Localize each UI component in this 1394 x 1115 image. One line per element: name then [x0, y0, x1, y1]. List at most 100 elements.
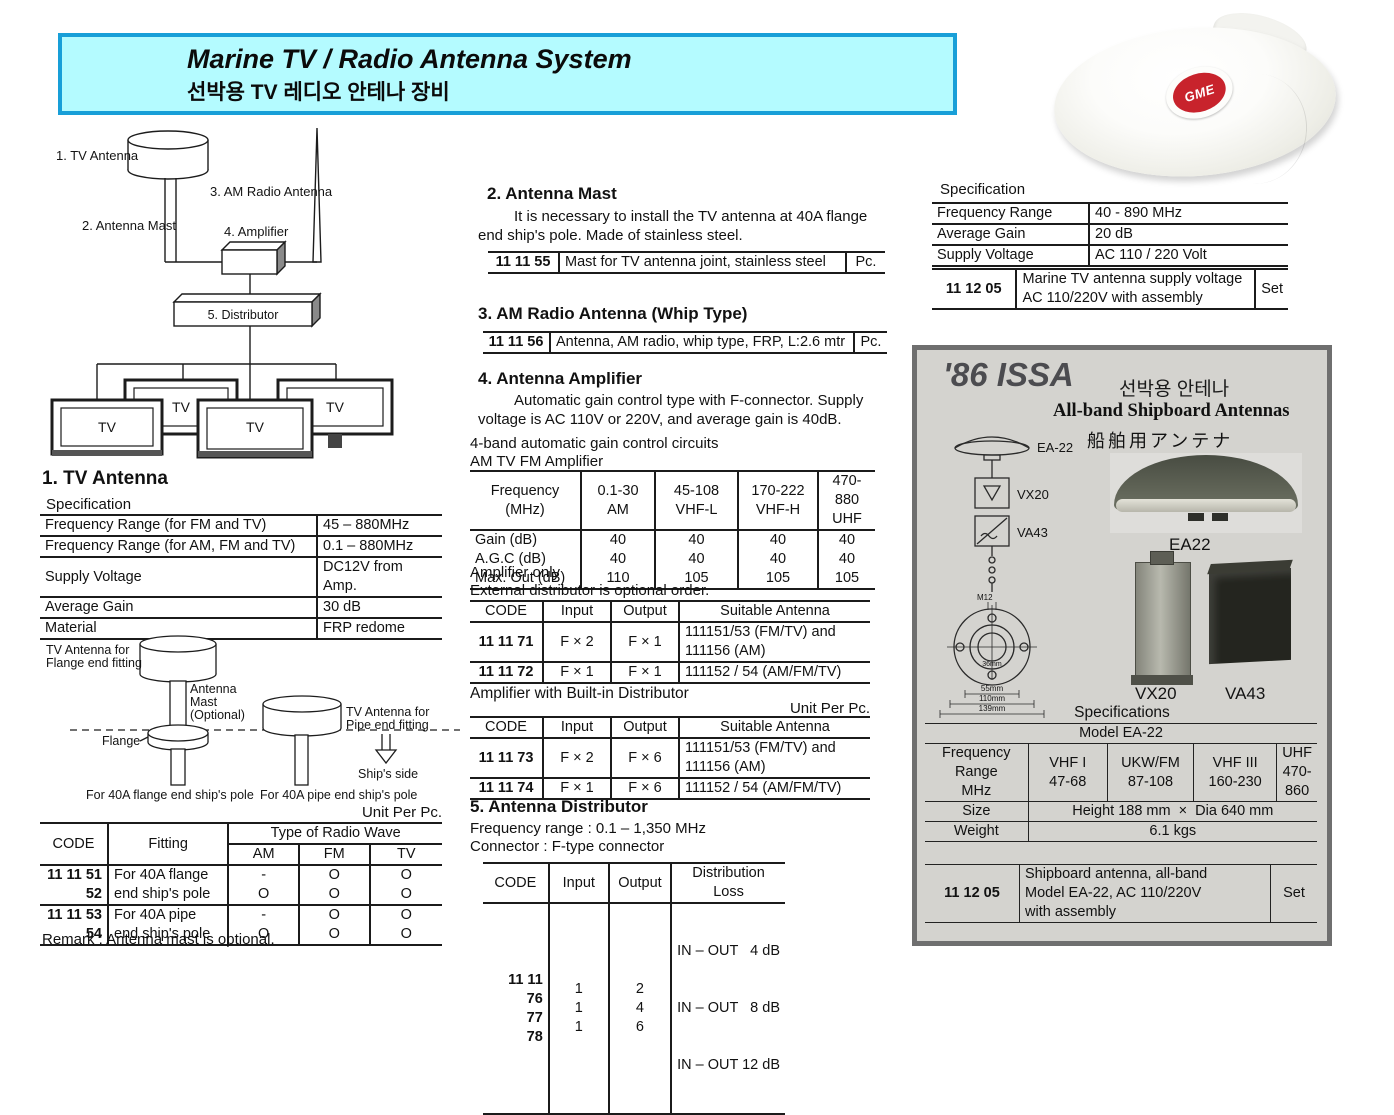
va43-photo-label: VA43 [1225, 684, 1266, 703]
description: Mast for TV antenna joint, stainless ste… [558, 251, 847, 274]
antenna: 111156 (AM) [685, 643, 766, 659]
input: F × 2 [542, 737, 612, 779]
code: 11 11 51 [47, 867, 102, 883]
output: 4 [635, 1000, 644, 1016]
fm-flag: O [328, 886, 340, 902]
spec-label: Frequency Range (for FM and TV) [40, 514, 318, 537]
description: with assembly [1025, 904, 1117, 920]
diagram-label-distributor: 5. Distributor [208, 308, 279, 322]
tv-antenna-spec-table: Frequency Range (for FM and TV) 45 – 880… [40, 514, 442, 640]
code: 54 [85, 926, 102, 942]
table-row: 11 11 76 77 78 1 1 1 2 4 6 IN – OUT 4 dB… [483, 902, 785, 1115]
fitting-diagram: TV Antenna for Flange end fitting Antenn… [46, 635, 460, 802]
table-row: 11 11 55 Mast for TV antenna joint, stai… [488, 251, 885, 274]
amplifier-shape [220, 241, 287, 251]
band-range: 170-222 [751, 482, 805, 499]
col-antenna: Suitable Antenna [678, 716, 870, 739]
ea22-spec-table: Model EA-22 Frequency Range MHz VHF I 47-… [925, 723, 1317, 842]
spec-value: 40 - 890 MHz [1088, 202, 1288, 225]
issa-title: '86 ISSA [943, 356, 1074, 393]
marine-antenna-set-table: 11 12 05 Marine TV antenna supply voltag… [932, 268, 1288, 310]
value: 105 [765, 570, 791, 586]
section1-spec-label: Specification [46, 496, 132, 513]
spec-label: Frequency Range (for AM, FM and TV) [40, 535, 318, 558]
unit-note: Unit Per Pc. [789, 700, 870, 717]
code: 11 12 05 [925, 864, 1020, 923]
band-name: VHF-H [755, 501, 801, 518]
code: 11 11 56 [483, 331, 551, 354]
am-flag: - [261, 907, 267, 923]
page-subtitle-korean: 선박용 TV 레디오 안테나 장비 [187, 81, 450, 104]
spec-value: 0.1 – 880MHz [316, 535, 442, 558]
issa-chain-diagram: EA-22 VX20 VA43 M12 36mm 55mm 110mm 139m… [939, 436, 1073, 718]
unit: Pc. [853, 331, 887, 354]
output: 2 [635, 981, 644, 997]
section4-heading: 4. Antenna Amplifier [478, 369, 643, 388]
section5-line2: Connector : F-type connector [470, 838, 665, 855]
section2-body: It is necessary to install the TV antenn… [478, 208, 868, 244]
code: 11 11 76 [508, 971, 543, 1007]
pipe-fit-label-1: TV Antenna for [346, 705, 429, 719]
fitting-code-table: CODE Fitting Type of Radio Wave AM FM TV… [40, 822, 442, 946]
amp-only-note: External distributor is optional order. [470, 582, 710, 599]
mast-optional-label-1: Antenna [190, 682, 237, 696]
ea22-set-table: 11 12 05 Shipboard antenna, all-band Mod… [925, 864, 1317, 923]
amplifier-only-table: CODE Input Output Suitable Antenna 11 11… [470, 600, 870, 684]
size-value: Height 188 mm × Dia 640 mm [1027, 801, 1317, 822]
amplifier-builtin-table: CODE Input Output Suitable Antenna 11 11… [470, 716, 870, 800]
antenna: 111152 / 54 (AM/FM/TV) [678, 777, 870, 800]
mast-code-table: 11 11 55 Mast for TV antenna joint, stai… [488, 251, 885, 274]
table-row: 11 11 72 F × 1 F × 1 111152 / 54 (AM/FM/… [470, 661, 870, 684]
vx20-photo-label: VX20 [1135, 684, 1177, 703]
am-flag: - [261, 867, 267, 883]
description: Marine TV antenna supply voltage [1022, 271, 1243, 287]
flange-fit-label-1: TV Antenna for [46, 643, 129, 657]
spec-label: Average Gain [932, 223, 1090, 246]
tv-label: TV [172, 399, 191, 415]
tv-monitor [50, 398, 164, 456]
table-row: 11 11 74 F × 1 F × 6 111152 / 54 (AM/FM/… [470, 777, 870, 800]
va43-photo [1207, 559, 1293, 665]
col-frequency: Frequency [490, 482, 560, 499]
catalog-page: { "banner": { "title": "Marine TV / Radi… [40, 3, 1348, 1115]
value: 40 [769, 551, 787, 567]
input: F × 1 [542, 661, 612, 684]
input: 1 [574, 1000, 583, 1016]
ea22-photo-label: EA22 [1169, 535, 1211, 554]
issa-korean-title: 선박용 안테나 [1119, 379, 1230, 400]
col-code: CODE [470, 716, 544, 739]
col-am: AM [227, 843, 300, 866]
spec-value: 45 – 880MHz [316, 514, 442, 537]
code: 11 11 73 [470, 737, 544, 779]
distributor-shape [172, 293, 322, 303]
spec-value: 30 dB [316, 596, 442, 619]
col-output: Output [610, 716, 680, 739]
col-antenna: Suitable Antenna [678, 600, 870, 623]
code: 11 11 55 [488, 251, 560, 274]
ea22-connector [1212, 513, 1228, 521]
ships-side-label: Ship's side [358, 767, 418, 781]
band-name: VHF III [1212, 754, 1258, 771]
unit: Set [1270, 864, 1317, 923]
row-label: Gain (dB) [475, 532, 538, 548]
table-row: 11 11 53 54 For 40A pipe end ship's pole -… [40, 904, 442, 946]
title-banner: Marine TV / Radio Antenna System 선박용 TV … [58, 33, 957, 115]
value: 40 [609, 551, 627, 567]
tv-flag: O [400, 907, 412, 923]
description: Antenna, AM radio, whip type, FRP, L:2.6… [549, 331, 855, 354]
input: 1 [574, 981, 583, 997]
section4-body: Automatic gain control type with F-conne… [478, 392, 864, 428]
input: 1 [574, 1019, 583, 1035]
amp-only-label: Amplifier only [470, 564, 561, 581]
remark: Remark : Antenna mast is optional. [42, 931, 275, 948]
vx20-ref-label: VX20 [1017, 487, 1049, 502]
spec-value: AC 110 / 220 Volt [1088, 244, 1288, 267]
am-flag: O [258, 926, 270, 942]
value: 40 [609, 532, 627, 548]
table-row: 11 11 73 F × 2 F × 6 111151/53 (FM/TV) a… [470, 737, 870, 779]
spec-value: 20 dB [1088, 223, 1288, 246]
code: 77 [526, 1009, 543, 1026]
marine-antenna-photo: GME [1042, 3, 1348, 188]
issa-catalog-panel: '86 ISSA 선박용 안테나 All-band Shipboard Ante… [912, 345, 1332, 946]
vx20-connector [1150, 551, 1174, 565]
